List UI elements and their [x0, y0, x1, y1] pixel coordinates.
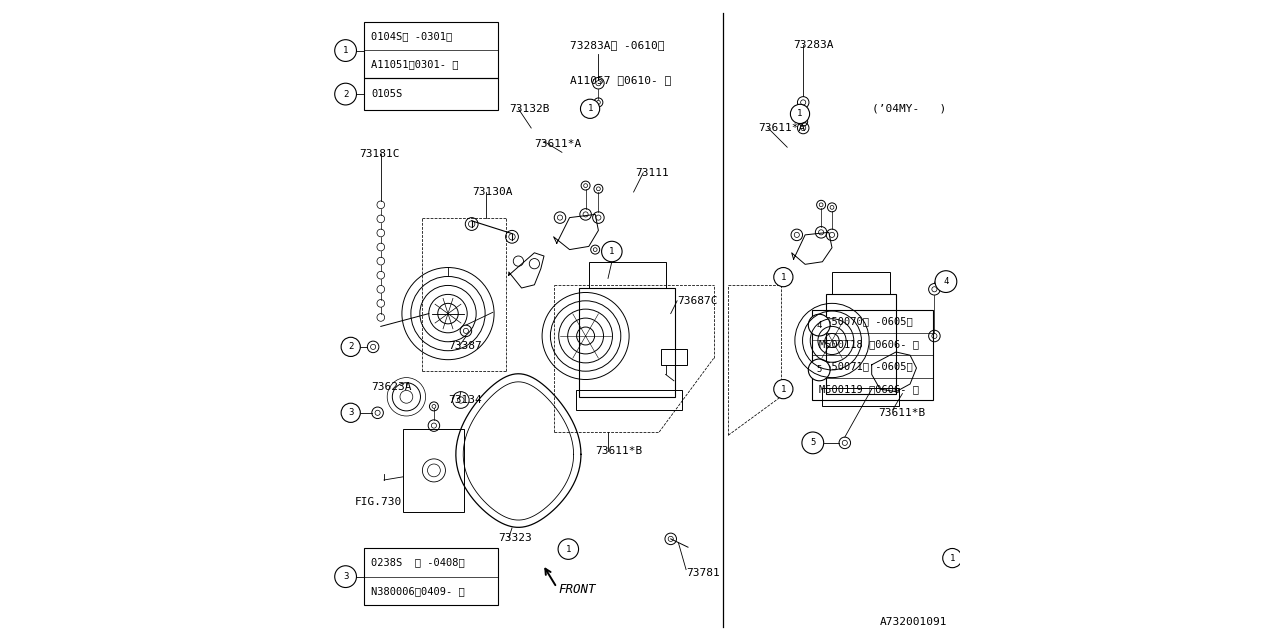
Bar	[580, 288, 676, 397]
Text: 1: 1	[950, 554, 955, 563]
Circle shape	[335, 566, 356, 588]
Text: 73134: 73134	[448, 395, 481, 405]
Circle shape	[773, 380, 794, 399]
Text: 5: 5	[810, 438, 815, 447]
Text: 1: 1	[566, 545, 571, 554]
Text: 73283A: 73283A	[794, 40, 835, 50]
Text: 3: 3	[348, 408, 353, 417]
Text: M500118 〈0606- 〉: M500118 〈0606- 〉	[819, 339, 919, 349]
Text: 4: 4	[943, 277, 948, 286]
Text: 73687C: 73687C	[677, 296, 718, 306]
Text: 73623A: 73623A	[371, 382, 412, 392]
Text: 1: 1	[609, 247, 614, 256]
Text: 1: 1	[781, 273, 786, 282]
Text: 73611*A: 73611*A	[535, 139, 581, 149]
Bar	[823, 388, 900, 406]
Text: 73611*A: 73611*A	[759, 123, 805, 133]
Bar	[576, 390, 682, 410]
Circle shape	[791, 104, 810, 124]
Text: M550070〈 -0605〉: M550070〈 -0605〉	[819, 317, 913, 326]
Text: 0238S  〈 -0408〉: 0238S 〈 -0408〉	[371, 557, 465, 568]
Circle shape	[809, 314, 831, 336]
Text: M550071〈 -0605〉: M550071〈 -0605〉	[819, 362, 913, 371]
Text: M500119 〈0606- 〉: M500119 〈0606- 〉	[819, 384, 919, 394]
Text: 1: 1	[781, 385, 786, 394]
Text: 73111: 73111	[635, 168, 668, 178]
Text: 1: 1	[588, 104, 593, 113]
Text: A11051〈0301- 〉: A11051〈0301- 〉	[371, 59, 458, 69]
Circle shape	[773, 268, 794, 287]
Text: 1: 1	[797, 109, 803, 118]
Circle shape	[934, 271, 957, 292]
Circle shape	[558, 539, 579, 559]
Text: 3: 3	[343, 572, 348, 581]
Circle shape	[340, 403, 361, 422]
Text: 0104S〈 -0301〉: 0104S〈 -0301〉	[371, 31, 452, 42]
Text: 0105S: 0105S	[371, 89, 402, 99]
Bar	[403, 429, 465, 512]
Text: 73323: 73323	[498, 532, 531, 543]
Bar	[364, 22, 498, 78]
Text: FRONT: FRONT	[559, 583, 596, 596]
Circle shape	[801, 432, 824, 454]
Text: 73387: 73387	[448, 340, 481, 351]
Circle shape	[335, 83, 356, 105]
Text: 73611*B: 73611*B	[879, 408, 925, 418]
Text: A11057 〈0610- 〉: A11057 〈0610- 〉	[570, 75, 671, 85]
Circle shape	[942, 548, 963, 568]
Text: FIG.730: FIG.730	[356, 497, 402, 508]
Text: 4: 4	[817, 321, 822, 330]
Text: N380006〈0409- 〉: N380006〈0409- 〉	[371, 586, 465, 596]
Text: (’04MY-   ): (’04MY- )	[872, 104, 946, 114]
Circle shape	[809, 359, 831, 381]
Text: 73181C: 73181C	[360, 148, 401, 159]
Text: 2: 2	[343, 90, 348, 99]
Bar	[662, 349, 687, 365]
Text: 1: 1	[343, 46, 348, 55]
Text: 73283A〈 -0610〉: 73283A〈 -0610〉	[570, 40, 664, 50]
Bar	[364, 548, 498, 605]
Bar	[832, 272, 890, 294]
Text: 73130A: 73130A	[472, 187, 513, 197]
Circle shape	[580, 99, 599, 118]
Bar	[826, 294, 896, 394]
Bar	[589, 262, 666, 288]
Text: 2: 2	[348, 342, 353, 351]
Text: A732001091: A732001091	[881, 617, 947, 627]
Bar	[812, 310, 933, 400]
Bar	[364, 78, 498, 110]
Circle shape	[340, 337, 361, 356]
Circle shape	[335, 40, 356, 61]
Text: 73132B: 73132B	[508, 104, 549, 114]
Text: 73781: 73781	[686, 568, 719, 578]
Text: 5: 5	[817, 365, 822, 374]
Circle shape	[602, 241, 622, 262]
Text: 73611*B: 73611*B	[595, 446, 643, 456]
